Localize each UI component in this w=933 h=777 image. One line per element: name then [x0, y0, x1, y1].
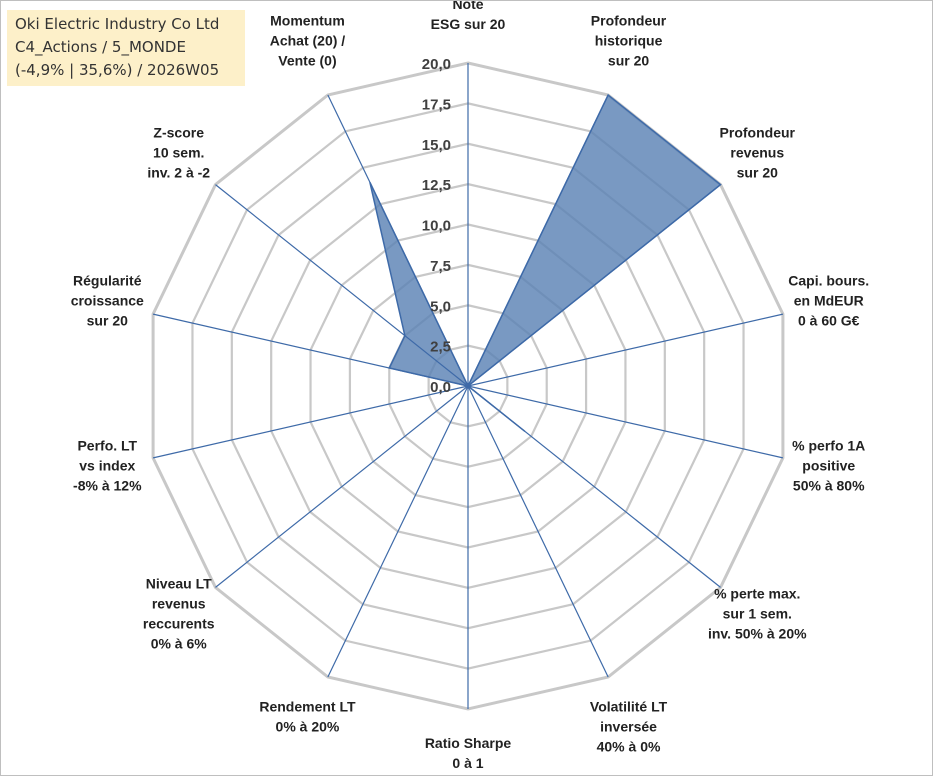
category-label-line: sur 1 sem. [723, 606, 792, 622]
tick-label: 5,0 [430, 298, 451, 315]
category-label-line: 10 sem. [153, 144, 204, 160]
radial-tick-labels: 0,0 2,5 5,0 7,5 10,0 12,5 15,0 17,5 20,0 [422, 56, 451, 396]
category-label-line: % perte max. [714, 586, 800, 602]
category-label-line: sur 20 [608, 53, 649, 69]
category-label-line: vs index [79, 457, 135, 473]
category-label-line: revenus [152, 596, 206, 612]
axis-spoke [327, 385, 469, 678]
category-label-line: 0 à 1 [452, 755, 483, 771]
category-label-line: Profondeur [591, 13, 667, 29]
category-label: Régularité croissance sur 20 [71, 273, 144, 329]
category-label-line: Rendement LT [259, 698, 356, 714]
axis-spoke [327, 94, 469, 387]
category-label: Profondeur historique sur 20 [591, 13, 667, 69]
category-label-line: Capi. bours. [788, 273, 869, 289]
category-label-line: Vente (0) [278, 53, 336, 69]
category-label-line: 40% à 0% [597, 738, 661, 754]
category-label-line: Niveau LT [146, 576, 212, 592]
category-label-line: inv. 2 à -2 [147, 164, 210, 180]
category-label-line: 0 à 60 G€ [798, 313, 860, 329]
category-label-line: reccurents [143, 616, 215, 632]
category-label-line: Perfo. LT [77, 437, 137, 453]
category-label-line: Volatilité LT [590, 698, 668, 714]
category-label: Rendement LT 0% à 20% [259, 698, 356, 734]
category-label-line: en MdEUR [794, 293, 864, 309]
category-label: Profondeur revenus sur 20 [720, 124, 796, 180]
tick-label: 2,5 [430, 339, 451, 356]
category-label-line: Achat (20) / [270, 33, 346, 49]
tick-label: 20,0 [422, 56, 451, 73]
axis-spoke [467, 184, 721, 387]
category-label-line: -8% à 12% [73, 477, 142, 493]
category-label-line: Régularité [73, 273, 142, 289]
radar-spokes [152, 63, 784, 709]
category-label: Niveau LT revenus reccurents 0% à 6% [143, 576, 215, 652]
category-label-line: historique [595, 33, 663, 49]
tick-label: 0,0 [430, 379, 451, 396]
tick-label: 17,5 [422, 96, 451, 113]
category-label-line: 0% à 6% [151, 636, 208, 652]
category-label-line: 0% à 20% [276, 718, 340, 734]
category-label-line: % perfo 1A [792, 437, 865, 453]
category-label-line: inversée [600, 718, 657, 734]
category-label-line: croissance [71, 293, 144, 309]
category-label-line: Note [452, 1, 483, 12]
company-name: Oki Electric Industry Co Ltd [15, 15, 220, 33]
axis-spoke [467, 313, 784, 387]
portfolio-category: C4_Actions / 5_MONDE [15, 38, 186, 56]
axis-spoke [467, 385, 784, 459]
category-label-line: sur 20 [737, 164, 778, 180]
category-label-line: Momentum [270, 13, 345, 29]
category-label: Volatilité LT inversée 40% à 0% [590, 698, 668, 754]
axis-spoke [467, 385, 721, 588]
category-label: Capi. bours. en MdEUR 0 à 60 G€ [788, 273, 869, 329]
category-label: Momentum Achat (20) / Vente (0) [270, 13, 346, 69]
category-label-line: revenus [730, 144, 784, 160]
category-label: Ratio Sharpe 0 à 1 [425, 735, 512, 771]
category-label-line: 50% à 80% [793, 477, 865, 493]
axis-spoke [467, 385, 609, 678]
tick-label: 10,0 [422, 218, 451, 235]
title-box: Oki Electric Industry Co Ltd C4_Actions … [7, 10, 245, 86]
category-label-line: Ratio Sharpe [425, 735, 512, 751]
category-label: Perfo. LT vs index -8% à 12% [73, 437, 142, 493]
category-label-line: sur 20 [87, 313, 128, 329]
axis-spoke [215, 385, 469, 588]
axis-spoke [152, 313, 469, 387]
category-labels: Note ESG sur 20 Profondeur historique sur 20… [71, 1, 869, 771]
category-label: % perfo 1A positive 50% à 80% [792, 437, 865, 493]
axis-spoke [152, 385, 469, 459]
category-label: Z-score 10 sem. inv. 2 à -2 [147, 124, 210, 180]
tick-label: 15,0 [422, 137, 451, 154]
category-label: Note ESG sur 20 [431, 1, 506, 32]
category-label-line: ESG sur 20 [431, 16, 506, 32]
category-label-line: Z-score [153, 124, 204, 140]
tick-label: 7,5 [430, 258, 451, 275]
performance-week: (-4,9% | 35,6%) / 2026W05 [15, 61, 220, 79]
category-label-line: positive [802, 457, 855, 473]
category-label-line: inv. 50% à 20% [708, 626, 807, 642]
category-label: % perte max. sur 1 sem. inv. 50% à 20% [708, 586, 807, 642]
axis-spoke [215, 184, 469, 387]
tick-label: 12,5 [422, 177, 451, 194]
axis-spoke [467, 94, 609, 387]
category-label-line: Profondeur [720, 124, 796, 140]
